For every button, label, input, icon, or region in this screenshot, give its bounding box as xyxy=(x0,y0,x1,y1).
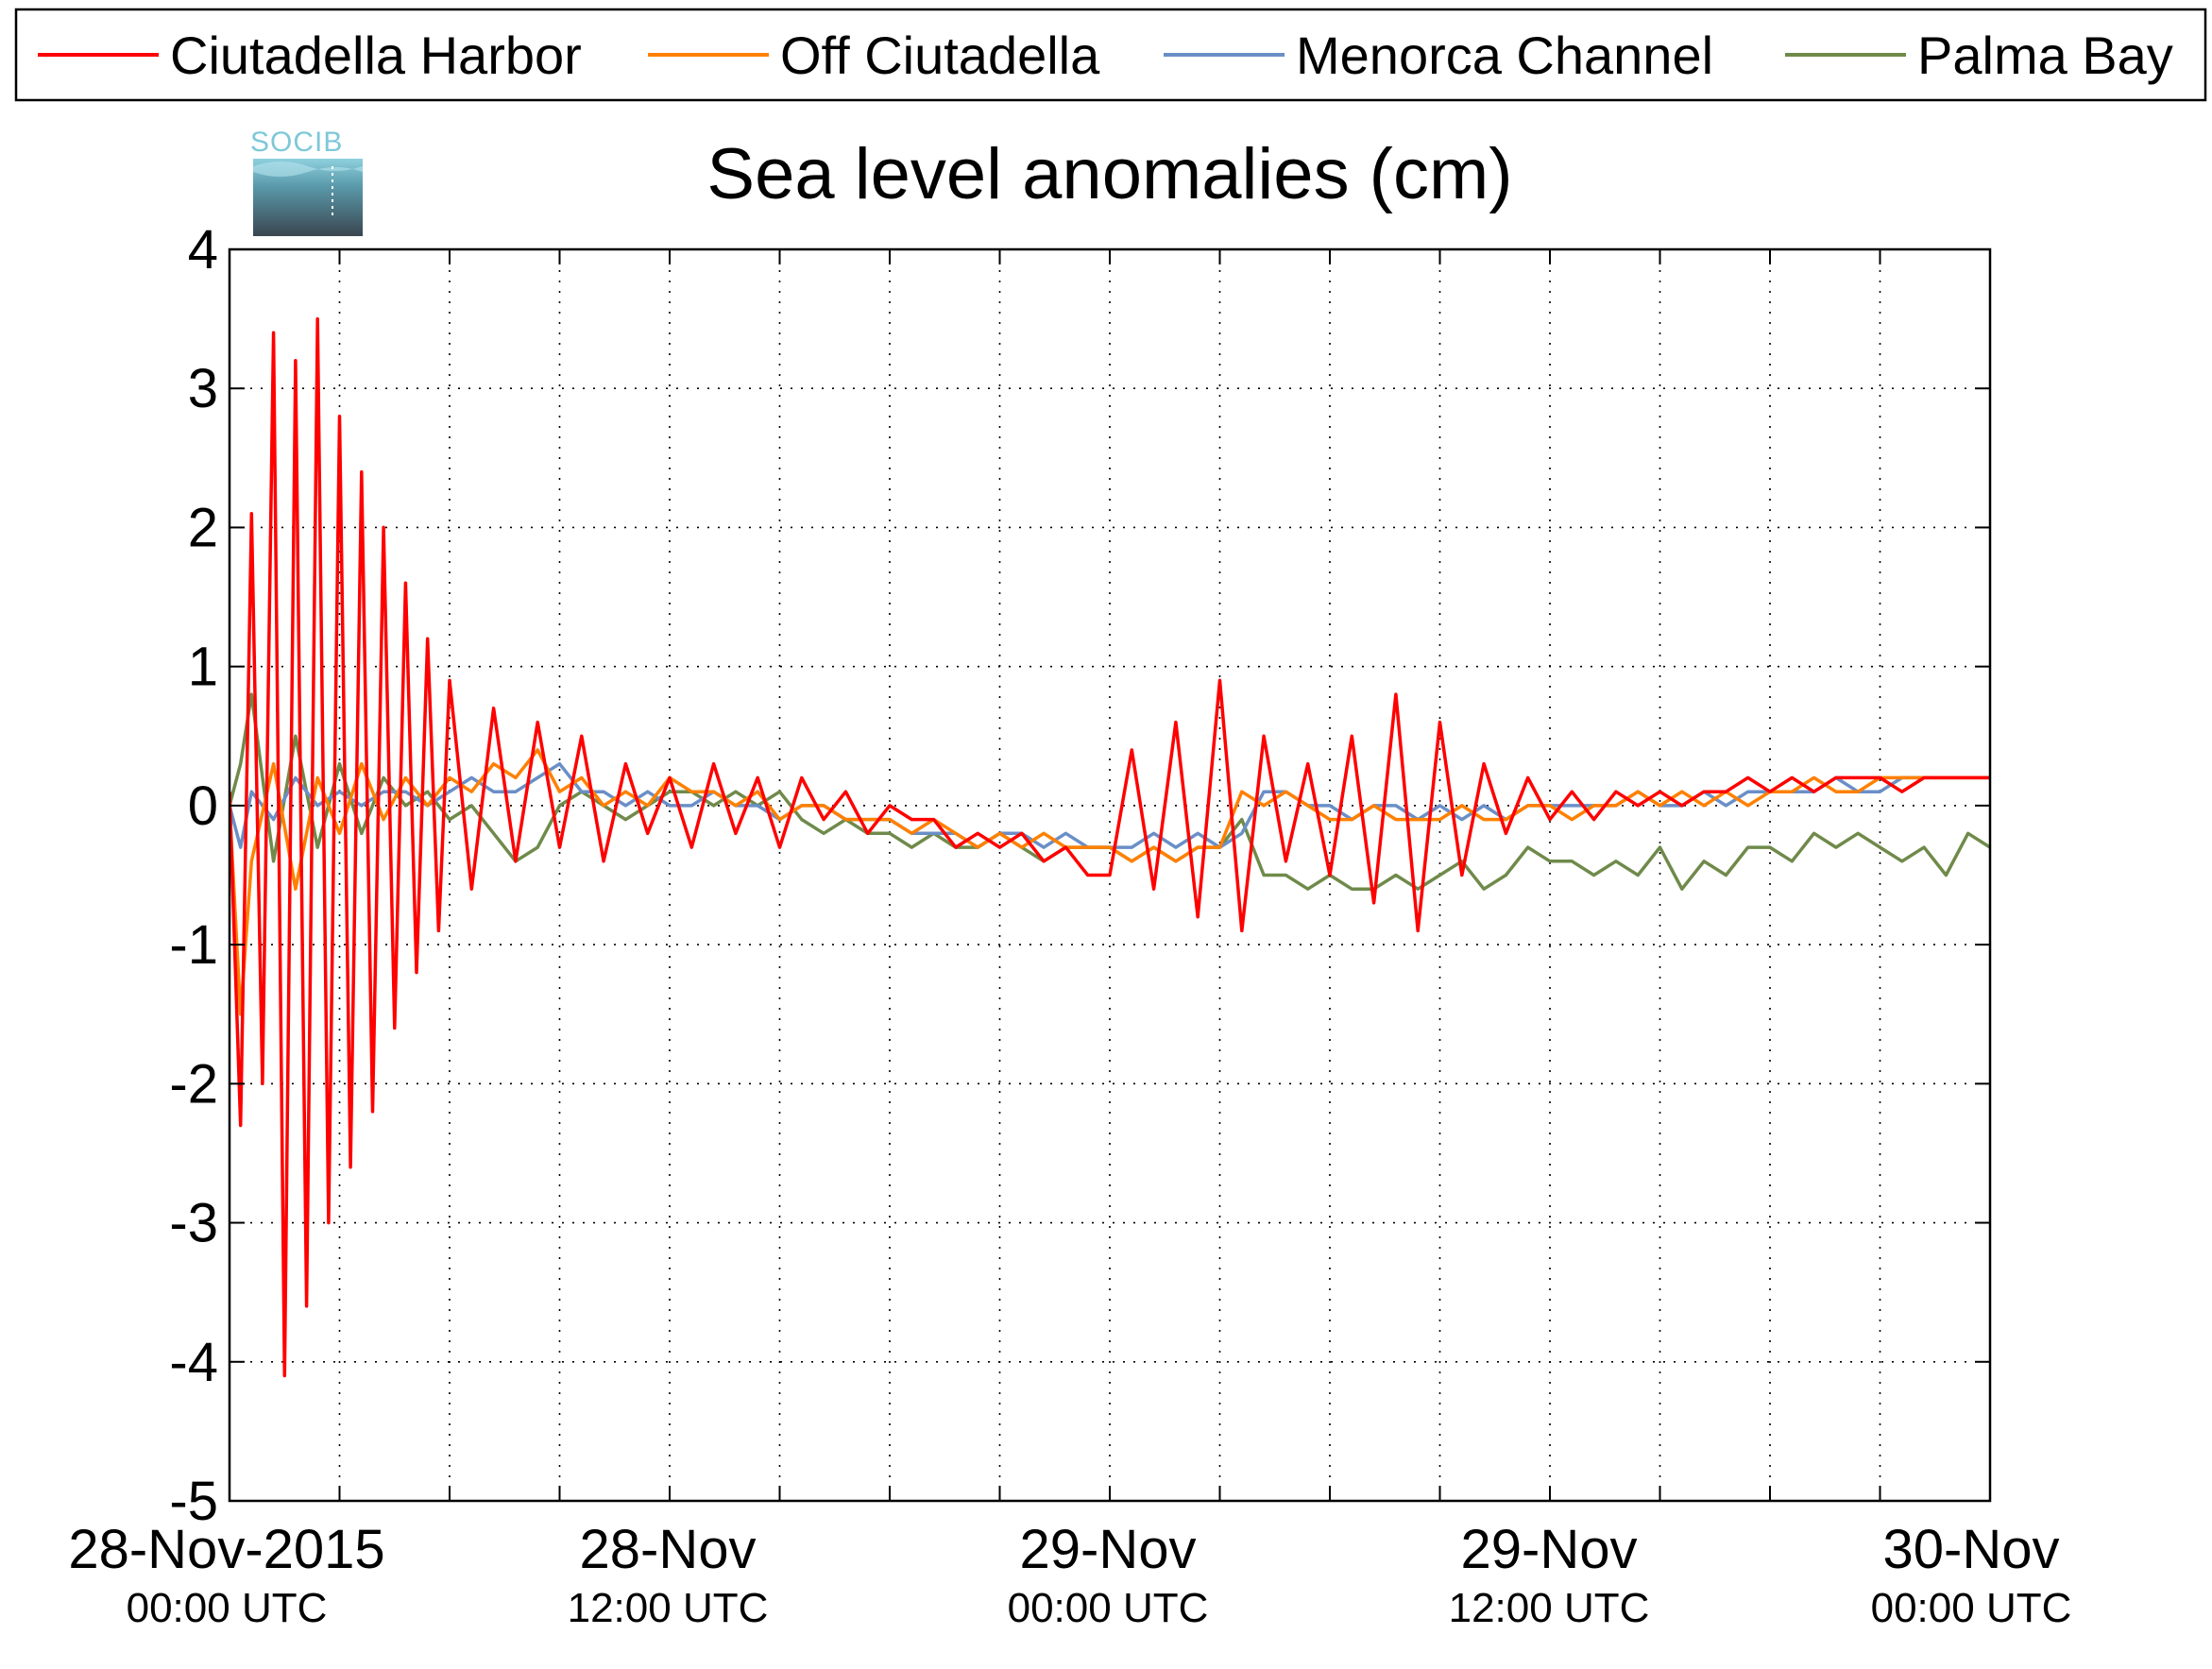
y-tick-label: 0 xyxy=(188,775,218,837)
legend-label: Off Ciutadella xyxy=(780,26,1100,85)
legend-label: Menorca Channel xyxy=(1296,26,1713,85)
x-tick-label-time: 12:00 UTC xyxy=(1449,1585,1650,1631)
y-tick-label: -2 xyxy=(169,1053,218,1115)
x-tick-label-time: 00:00 UTC xyxy=(1008,1585,1209,1631)
x-tick-label-date: 29-Nov xyxy=(1020,1519,1197,1580)
chart-title: Sea level anomalies (cm) xyxy=(706,134,1512,214)
y-tick-label: -3 xyxy=(169,1193,218,1254)
x-tick-label-date: 30-Nov xyxy=(1883,1519,2060,1580)
legend-label: Palma Bay xyxy=(1917,26,2173,85)
y-tick-label: -1 xyxy=(169,914,218,976)
y-tick-label: -4 xyxy=(169,1332,218,1393)
plot-area xyxy=(228,247,1992,1503)
x-tick-label-date: 28-Nov xyxy=(580,1519,757,1580)
x-axis-labels: 28-Nov-2015 00:00 UTC 28-Nov 12:00 UTC 29-No… xyxy=(68,1519,2071,1631)
y-tick-label: 4 xyxy=(188,219,218,281)
series-line-ciutadella-harbor xyxy=(230,316,1990,1378)
y-axis-labels: -5 -4 -3 -2 -1 0 1 2 3 4 xyxy=(169,219,218,1532)
y-tick-label: 1 xyxy=(188,637,218,698)
y-tick-label: 2 xyxy=(188,497,218,558)
legend-label: Ciutadella Harbor xyxy=(170,26,582,85)
x-tick-label-time: 12:00 UTC xyxy=(568,1585,769,1631)
logo-text: SOCIB xyxy=(250,127,343,158)
x-tick-label-date: 28-Nov-2015 xyxy=(68,1519,384,1580)
series-layer xyxy=(230,316,1990,1378)
x-tick-label-time: 00:00 UTC xyxy=(1871,1585,2072,1631)
x-tick-label-date: 29-Nov xyxy=(1461,1519,1638,1580)
grid xyxy=(230,249,1990,1501)
x-tick-label-time: 00:00 UTC xyxy=(127,1585,328,1631)
y-tick-label: -5 xyxy=(169,1471,218,1532)
socib-logo: SOCIB xyxy=(250,127,363,236)
legend: Ciutadella Harbor Off Ciutadella Menorca C… xyxy=(14,8,2207,102)
axis-ticks xyxy=(230,248,1990,1502)
y-tick-label: 3 xyxy=(188,358,218,419)
